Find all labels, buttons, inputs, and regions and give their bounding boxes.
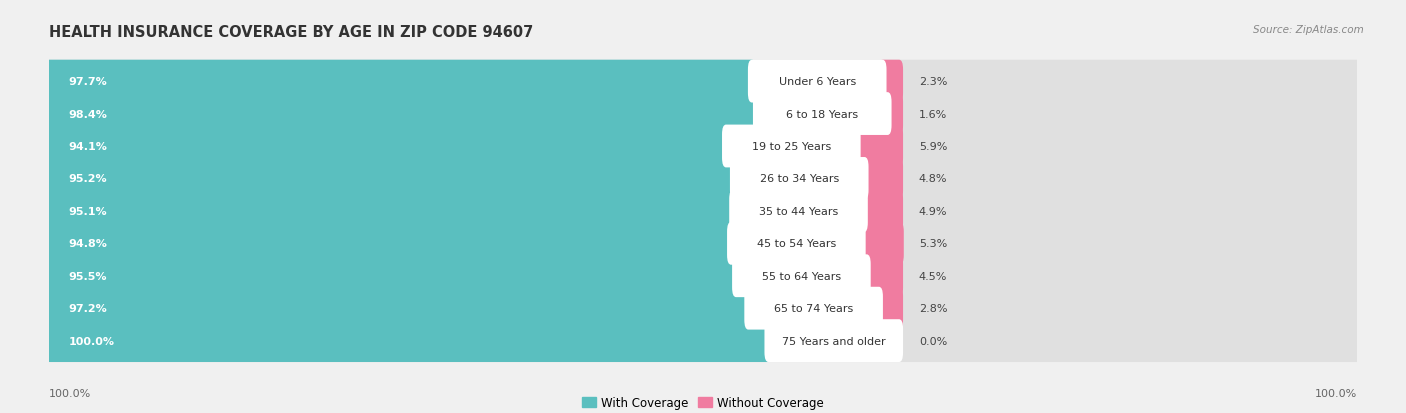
FancyBboxPatch shape [45,287,752,330]
Text: 2.8%: 2.8% [918,304,948,313]
Text: 95.5%: 95.5% [69,271,107,281]
FancyBboxPatch shape [863,255,903,297]
FancyBboxPatch shape [723,125,860,168]
FancyBboxPatch shape [45,93,761,135]
FancyBboxPatch shape [748,61,887,103]
FancyBboxPatch shape [730,190,868,233]
FancyBboxPatch shape [45,319,772,362]
FancyBboxPatch shape [45,222,1361,265]
FancyBboxPatch shape [45,319,1361,362]
Text: 1.6%: 1.6% [918,109,948,119]
FancyBboxPatch shape [45,125,1361,168]
Text: 100.0%: 100.0% [1315,388,1357,398]
Text: 55 to 64 Years: 55 to 64 Years [762,271,841,281]
Text: 0.0%: 0.0% [918,336,948,346]
Text: 5.3%: 5.3% [920,239,948,249]
FancyBboxPatch shape [853,125,903,168]
Text: 6 to 18 Years: 6 to 18 Years [786,109,858,119]
Text: 2.3%: 2.3% [918,77,948,87]
Text: 4.5%: 4.5% [918,271,948,281]
Text: 45 to 54 Years: 45 to 54 Years [756,239,837,249]
Text: 26 to 34 Years: 26 to 34 Years [759,174,839,184]
FancyBboxPatch shape [45,158,738,200]
Legend: With Coverage, Without Coverage: With Coverage, Without Coverage [578,392,828,413]
Text: 94.8%: 94.8% [69,239,108,249]
Text: HEALTH INSURANCE COVERAGE BY AGE IN ZIP CODE 94607: HEALTH INSURANCE COVERAGE BY AGE IN ZIP … [49,25,533,40]
Text: 97.7%: 97.7% [69,77,108,87]
Text: 100.0%: 100.0% [69,336,115,346]
Text: 75 Years and older: 75 Years and older [782,336,886,346]
FancyBboxPatch shape [730,158,869,200]
FancyBboxPatch shape [884,93,903,135]
FancyBboxPatch shape [875,287,903,330]
Text: 19 to 25 Years: 19 to 25 Years [752,142,831,152]
FancyBboxPatch shape [45,61,1361,103]
FancyBboxPatch shape [754,93,891,135]
FancyBboxPatch shape [45,93,1361,135]
FancyBboxPatch shape [744,287,883,330]
FancyBboxPatch shape [45,61,756,103]
Text: 5.9%: 5.9% [918,142,948,152]
FancyBboxPatch shape [879,61,903,103]
Text: 65 to 74 Years: 65 to 74 Years [773,304,853,313]
FancyBboxPatch shape [860,158,903,200]
FancyBboxPatch shape [45,287,1361,330]
Text: 100.0%: 100.0% [49,388,91,398]
FancyBboxPatch shape [45,255,1361,297]
FancyBboxPatch shape [727,222,866,265]
Text: Under 6 Years: Under 6 Years [779,77,856,87]
FancyBboxPatch shape [765,319,903,362]
FancyBboxPatch shape [45,158,1361,200]
FancyBboxPatch shape [45,190,737,233]
Text: 95.2%: 95.2% [69,174,107,184]
Text: Source: ZipAtlas.com: Source: ZipAtlas.com [1253,25,1364,35]
FancyBboxPatch shape [733,255,870,297]
Text: 4.9%: 4.9% [918,206,948,216]
Text: 35 to 44 Years: 35 to 44 Years [759,206,838,216]
FancyBboxPatch shape [45,190,1361,233]
FancyBboxPatch shape [858,222,904,265]
FancyBboxPatch shape [860,190,903,233]
FancyBboxPatch shape [45,222,735,265]
FancyBboxPatch shape [45,255,740,297]
Text: 4.8%: 4.8% [918,174,948,184]
Text: 98.4%: 98.4% [69,109,108,119]
Text: 97.2%: 97.2% [69,304,108,313]
Text: 95.1%: 95.1% [69,206,107,216]
FancyBboxPatch shape [45,125,730,168]
Text: 94.1%: 94.1% [69,142,108,152]
